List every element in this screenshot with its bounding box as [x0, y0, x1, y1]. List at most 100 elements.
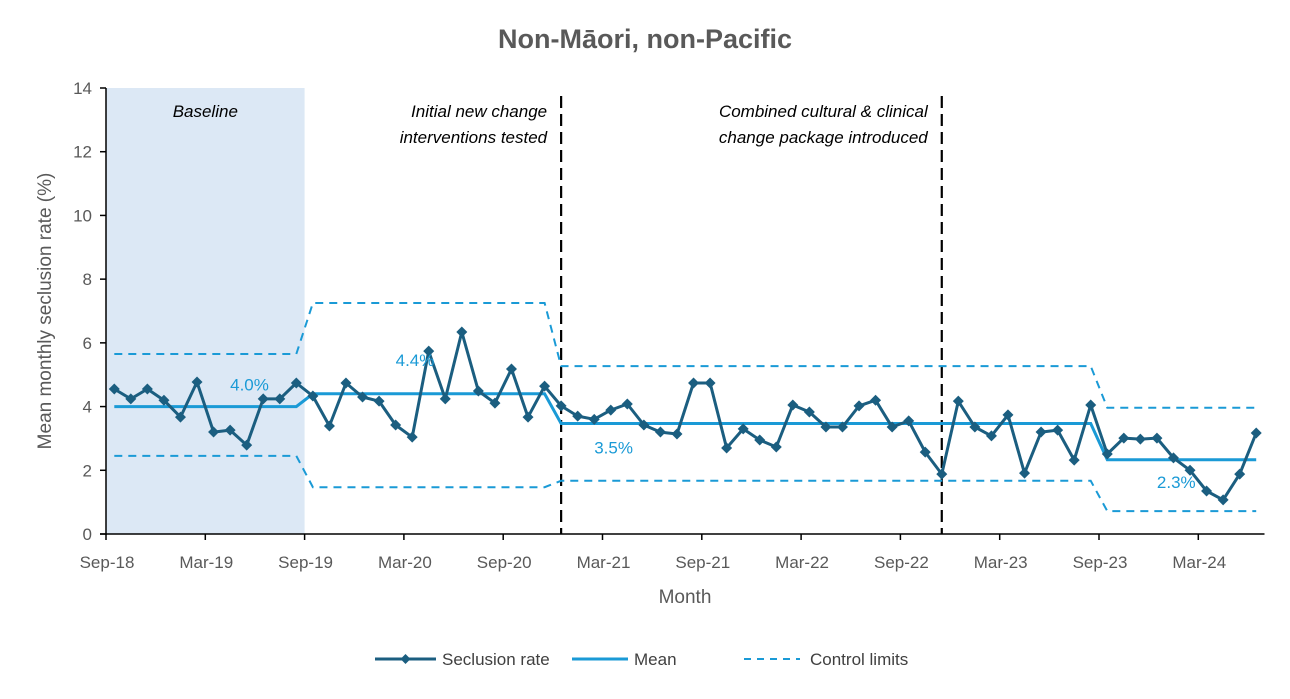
legend-item-seclusion-rate: Seclusion rate — [375, 650, 550, 669]
seclusion-rate-point — [522, 411, 534, 423]
seclusion-rate-point — [323, 420, 335, 432]
y-tick-label: 6 — [83, 334, 92, 353]
seclusion-rate-point — [638, 419, 650, 431]
seclusion-rate-point — [605, 404, 617, 416]
seclusion-rate-point — [688, 377, 700, 389]
seclusion-rate-point — [853, 400, 865, 412]
seclusion-rate-point — [472, 385, 484, 397]
annotation-text: interventions tested — [400, 128, 548, 147]
y-tick-label: 12 — [73, 143, 92, 162]
seclusion-rate-point — [721, 442, 733, 454]
diamond-marker-icon — [400, 654, 411, 664]
seclusion-rate-point — [1201, 485, 1213, 497]
seclusion-rate-point — [919, 446, 931, 458]
x-tick-label: Sep-23 — [1073, 553, 1128, 572]
seclusion-rate-point — [373, 395, 385, 407]
chart-title: Non-Māori, non-Pacific — [498, 24, 792, 54]
seclusion-rate-point — [1052, 424, 1064, 436]
baseline-shaded-region — [106, 88, 305, 534]
seclusion-rate-point — [1167, 452, 1179, 464]
x-tick-label: Mar-22 — [775, 553, 829, 572]
x-tick-label: Sep-20 — [477, 553, 532, 572]
seclusion-rate-point — [1234, 468, 1246, 480]
seclusion-rate-point — [870, 394, 882, 406]
seclusion-rate-point — [1134, 433, 1146, 445]
seclusion-rate-point — [390, 419, 402, 431]
y-tick-label: 8 — [83, 270, 92, 289]
seclusion-rate-point — [141, 383, 153, 395]
seclusion-rate-point — [1101, 448, 1113, 460]
annotation-text: Combined cultural & clinical — [719, 102, 929, 121]
seclusion-rate-point — [1035, 426, 1047, 438]
seclusion-rate-point — [1068, 454, 1080, 466]
seclusion-rate-point — [770, 441, 782, 453]
lower-control-limit-line — [114, 454, 1257, 513]
seclusion-rate-point — [241, 439, 253, 451]
seclusion-rate-point — [257, 393, 269, 405]
seclusion-rate-point — [1217, 494, 1229, 506]
legend-label: Mean — [634, 650, 677, 669]
mean-value-label: 3.5% — [594, 438, 633, 457]
seclusion-rate-point — [208, 426, 220, 438]
seclusion-rate-point — [125, 393, 137, 405]
seclusion-rate-point — [737, 423, 749, 435]
seclusion-rate-point — [1002, 409, 1014, 421]
x-tick-label: Sep-21 — [675, 553, 730, 572]
seclusion-rate-point — [290, 377, 302, 389]
x-axis-title: Month — [659, 587, 712, 608]
seclusion-rate-point — [671, 428, 683, 440]
seclusion-rate-point — [903, 415, 915, 427]
seclusion-rate-point — [787, 399, 799, 411]
x-tick-label: Sep-22 — [874, 553, 929, 572]
annotation-text: change package introduced — [719, 128, 928, 147]
seclusion-rate-point — [406, 431, 418, 443]
seclusion-rate-point — [886, 421, 898, 433]
legend: Seclusion rate Mean Control limits — [375, 650, 908, 669]
seclusion-rate-point — [158, 394, 170, 406]
mean-value-label: 4.4% — [396, 351, 435, 370]
seclusion-rate-point — [588, 413, 600, 425]
legend-item-mean: Mean — [572, 650, 677, 669]
seclusion-rate-point — [969, 421, 981, 433]
upper-control-limit-line — [114, 302, 1257, 409]
seclusion-rate-point — [754, 434, 766, 446]
seclusion-rate-point — [936, 468, 948, 480]
seclusion-rate-point — [489, 397, 501, 409]
legend-label: Control limits — [810, 650, 908, 669]
seclusion-rate-point — [274, 393, 286, 405]
y-tick-label: 0 — [83, 525, 92, 544]
seclusion-rate-point — [307, 390, 319, 402]
seclusion-rate-point — [1118, 432, 1130, 444]
seclusion-rate-point — [191, 376, 203, 388]
x-tick-label: Sep-18 — [80, 553, 135, 572]
seclusion-rate-point — [654, 426, 666, 438]
x-tick-label: Mar-23 — [974, 553, 1028, 572]
baseline-label: Baseline — [173, 102, 238, 121]
seclusion-rate-point — [539, 380, 551, 392]
x-tick-label: Mar-20 — [378, 553, 432, 572]
mean-value-label: 2.3% — [1157, 473, 1196, 492]
y-axis-title: Mean monthly seclusion rate (%) — [35, 173, 56, 450]
seclusion-rate-point — [224, 424, 236, 436]
seclusion-rate-point — [952, 395, 964, 407]
legend-item-control-limits: Control limits — [744, 650, 908, 669]
seclusion-rate-point — [108, 383, 120, 395]
seclusion-rate-point — [803, 406, 815, 418]
x-tick-label: Mar-21 — [577, 553, 631, 572]
mean-value-label: 4.0% — [230, 376, 269, 395]
seclusion-rate-point — [1184, 464, 1196, 476]
seclusion-rate-point — [820, 421, 832, 433]
x-tick-label: Mar-19 — [179, 553, 233, 572]
seclusion-rate-point — [505, 363, 517, 375]
seclusion-rate-point — [572, 410, 584, 422]
seclusion-rate-point — [456, 326, 468, 338]
y-tick-label: 2 — [83, 461, 92, 480]
y-tick-label: 14 — [73, 79, 92, 98]
seclusion-rate-point — [1250, 427, 1262, 439]
seclusion-rate-line — [113, 330, 1258, 502]
annotation-text: Initial new change — [411, 102, 547, 121]
x-tick-label: Mar-24 — [1172, 553, 1226, 572]
x-tick-label: Sep-19 — [278, 553, 333, 572]
seclusion-rate-point — [1151, 432, 1163, 444]
y-tick-label: 4 — [83, 398, 92, 417]
